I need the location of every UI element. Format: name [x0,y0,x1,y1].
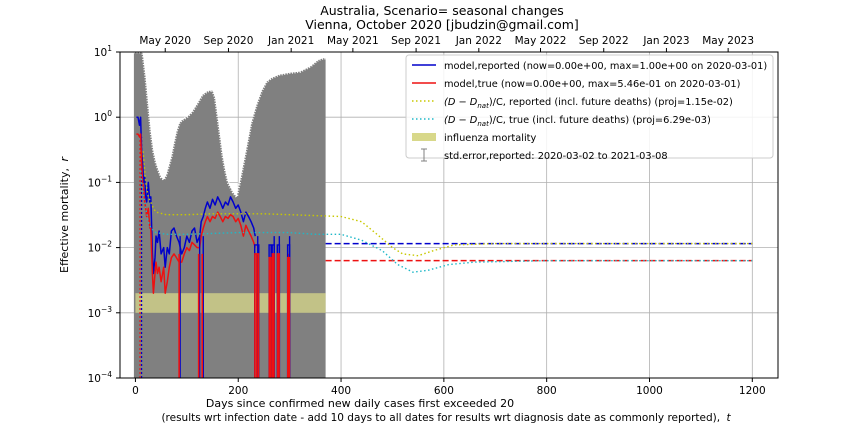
spike-true [268,256,272,378]
top-axis-label: Jan 2023 [642,35,689,47]
spike-true [254,253,260,378]
x-axis-label: Days since confirmed new daily cases fir… [206,397,514,410]
spike-true [276,253,280,378]
spike-true [286,256,291,378]
y-axis-label-text: Effective mortality, [58,168,71,273]
top-axis-label: May 2022 [515,35,567,47]
spike-true [271,253,275,378]
x-tick-label: 0 [132,385,139,397]
top-axis-label: Jan 2021 [267,35,314,47]
plot-layer [133,52,753,378]
top-axis-label: Sep 2020 [204,35,254,47]
y-tick-label: 100 [94,109,112,124]
y-tick-label: 10−2 [88,240,113,255]
legend-box [405,54,774,159]
influenza-band [135,293,326,313]
x-axis-label-note: (results wrt infection date - add 10 day… [161,412,731,424]
legend-label: model,true (now=0.00e+00, max=5.46e-01 o… [444,79,740,90]
legend-label: (D − Dnat)/C, true (incl. future deaths)… [444,115,711,128]
chart-subtitle: Vienna, October 2020 [jbudzin@gmail.com] [305,17,579,32]
legend-label: model,reported (now=0.00e+00, max=1.00e+… [444,61,767,72]
y-axis-label: Effective mortality, r [58,156,71,273]
x-axis-ticks: 0 200 400 600 800 1000 1200 [132,378,766,397]
legend: model,reported (now=0.00e+00, max=1.00e+… [405,54,774,162]
series-line-true [136,133,256,294]
influenza-band-rect [135,293,326,313]
top-axis-label: May 2021 [327,35,379,47]
y-tick-label: 101 [94,44,112,59]
top-axis-label: May 2020 [139,35,191,47]
x-tick-label: 1200 [739,385,766,397]
legend-swatch-patch [412,133,436,141]
std-error-fringe [133,52,326,200]
series-line-reported [136,116,256,275]
y-tick-label: 10−1 [88,174,113,189]
top-axis-label: May 2023 [702,35,754,47]
top-axis-label: Sep 2022 [579,35,629,47]
legend-label: std.error,reported: 2020-03-02 to 2021-0… [444,151,668,162]
x-tick-label: 400 [331,385,351,397]
x-axis-note-var: t [726,412,731,424]
x-axis-note-text: (results wrt infection date - add 10 day… [161,412,720,424]
y-tick-label: 10−4 [88,370,113,385]
x-tick-label: 600 [434,385,454,397]
legend-label: (D − Dnat)/C, reported (incl. future dea… [444,97,733,110]
y-axis-label-var: r [58,156,71,162]
x-tick-label: 1000 [636,385,663,397]
y-axis-ticks: 10−4 10−3 10−2 10−1 100 101 [88,44,120,385]
x-tick-label: 800 [537,385,557,397]
chart-title: Australia, Scenario= seasonal changes [320,3,564,18]
top-date-axis: May 2020 Sep 2020 Jan 2021 May 2021 Sep 2021… [139,35,754,52]
series-lines [136,116,753,378]
top-axis-label: Jan 2022 [455,35,502,47]
legend-label: influenza mortality [444,133,537,144]
plot-frame [119,51,779,379]
top-axis-label: Sep 2021 [391,35,441,47]
y-tick-label: 10−3 [88,305,113,320]
x-tick-label: 200 [228,385,248,397]
